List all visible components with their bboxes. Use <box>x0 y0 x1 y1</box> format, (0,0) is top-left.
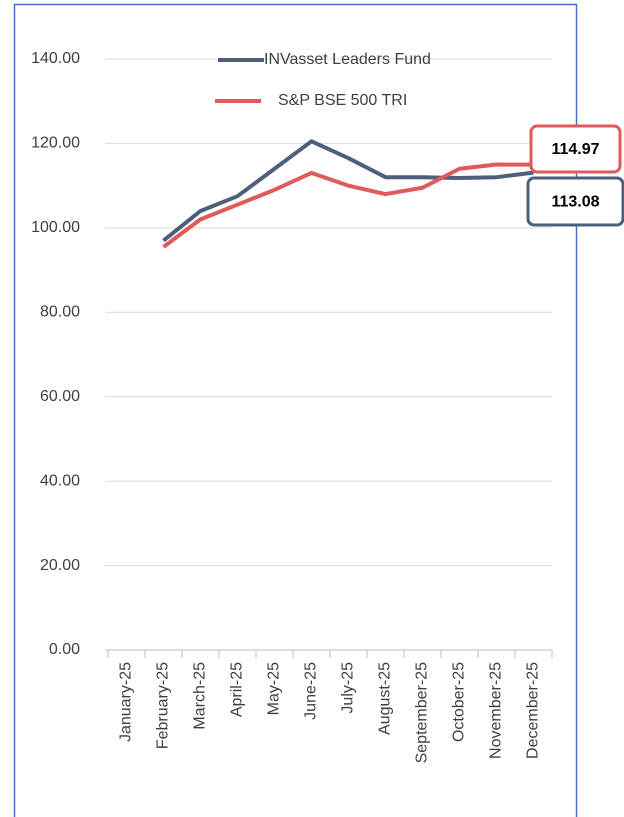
chart-frame <box>13 3 578 817</box>
series-line <box>162 162 534 249</box>
x-tick-label: September-25 <box>414 662 431 763</box>
legend-label: S&P BSE 500 TRI <box>278 92 407 109</box>
data-label-box <box>529 124 622 174</box>
y-tick-label: 0.00 <box>49 641 80 658</box>
y-tick-label: 80.00 <box>40 304 80 321</box>
x-tick-label: December-25 <box>525 662 542 759</box>
series-line <box>162 139 534 243</box>
x-tick-label: October-25 <box>451 662 468 742</box>
x-tick-label: July-25 <box>340 662 357 714</box>
x-tick-label: November-25 <box>488 662 505 759</box>
y-tick-label: 120.00 <box>31 135 80 152</box>
x-tick-label: August-25 <box>377 662 394 735</box>
y-tick-label: 40.00 <box>40 472 80 489</box>
y-tick-label: 140.00 <box>31 50 80 67</box>
y-tick-label: 20.00 <box>40 557 80 574</box>
legend-label: INVasset Leaders Fund <box>264 51 431 68</box>
y-tick-label: 60.00 <box>40 388 80 405</box>
x-tick-label: March-25 <box>192 662 209 730</box>
y-tick-label: 100.00 <box>31 219 80 236</box>
x-tick-label: May-25 <box>266 662 283 715</box>
x-tick-label: February-25 <box>155 662 172 749</box>
x-tick-label: January-25 <box>118 662 135 742</box>
x-tick-label: June-25 <box>303 662 320 720</box>
x-tick-label: April-25 <box>229 662 246 717</box>
data-label-box <box>526 176 624 227</box>
data-label: 113.08 <box>551 194 599 211</box>
data-label: 114.97 <box>551 141 599 158</box>
